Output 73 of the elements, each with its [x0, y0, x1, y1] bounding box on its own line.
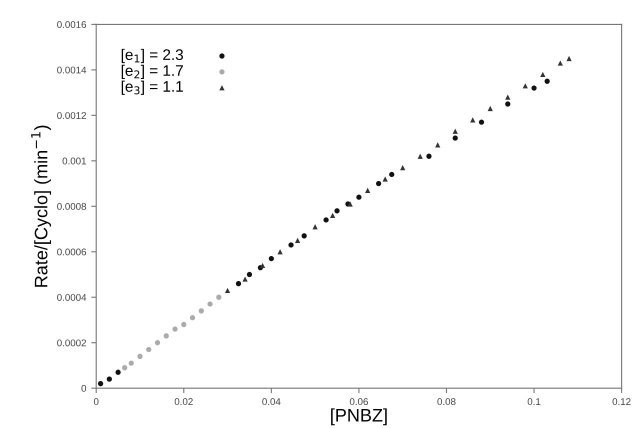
- point: [426, 154, 432, 159]
- legend-label: [e$_{2}$] = 1.7: [122, 64, 183, 79]
- point: [216, 294, 222, 300]
- point: [154, 340, 160, 346]
- point: [242, 276, 248, 282]
- y-axis-title: Rate/[Cyclo] (min$^{−1}$): [31, 126, 52, 287]
- point: [236, 281, 242, 286]
- point: [207, 301, 213, 307]
- x-tick-label: 0.12: [612, 398, 631, 406]
- point: [470, 117, 476, 122]
- y-tick-label: 0.0004: [57, 294, 86, 301]
- x-tick-label: 0.04: [262, 398, 281, 406]
- point: [106, 376, 112, 382]
- point: [128, 360, 134, 366]
- point: [522, 83, 528, 88]
- point: [190, 315, 196, 320]
- x-tick-label: 0: [94, 398, 99, 406]
- point: [260, 262, 266, 268]
- point: [116, 370, 121, 375]
- point: [278, 249, 283, 254]
- point: [400, 165, 406, 170]
- point: [224, 288, 230, 294]
- x-tick-label: 0.08: [437, 398, 456, 406]
- point: [172, 326, 178, 332]
- y-tick-label: 0: [81, 384, 86, 392]
- point: [376, 180, 382, 186]
- point: [288, 242, 294, 248]
- x-tick-label: 0.1: [528, 398, 540, 406]
- point: [540, 72, 546, 78]
- point: [531, 85, 537, 91]
- point: [505, 94, 510, 100]
- point: [181, 322, 186, 328]
- point: [312, 224, 318, 230]
- point: [488, 106, 493, 112]
- point: [295, 238, 300, 243]
- point: [478, 120, 484, 125]
- y-tick-label: 0.001: [62, 158, 86, 164]
- x-axis-title: [PNBZ]: [331, 408, 387, 426]
- point: [566, 56, 572, 62]
- y-tick-label: 0.0006: [57, 248, 86, 256]
- legend-label: [e$_{1}$] = 2.3: [122, 48, 183, 64]
- point: [365, 188, 370, 193]
- point: [302, 233, 307, 238]
- y-tick-label: 0.0002: [57, 339, 86, 346]
- point: [348, 201, 353, 207]
- x-tick-label: 0.02: [174, 398, 193, 406]
- point: [137, 354, 143, 359]
- x-tick-label: 0.06: [350, 398, 368, 406]
- point: [544, 78, 550, 84]
- point: [323, 217, 329, 223]
- point: [164, 333, 169, 338]
- point: [558, 60, 563, 66]
- point: [334, 208, 340, 214]
- point: [452, 128, 458, 134]
- y-tick-label: 0.0014: [57, 66, 86, 74]
- point: [122, 365, 128, 370]
- y-tick-label: 0.0012: [57, 112, 86, 119]
- y-tick-label: 0.0016: [57, 21, 86, 28]
- point: [246, 272, 252, 278]
- point: [198, 308, 204, 314]
- point: [389, 172, 394, 178]
- point: [330, 212, 336, 218]
- point: [452, 135, 458, 141]
- point: [268, 256, 274, 262]
- point: [505, 101, 510, 107]
- point: [356, 194, 362, 200]
- point: [98, 381, 104, 386]
- point: [435, 142, 440, 148]
- legend-label: [e$_{3}$] = 1.1: [122, 80, 183, 95]
- point: [382, 176, 388, 182]
- y-tick-label: 0.0008: [57, 203, 86, 210]
- point: [418, 154, 423, 159]
- point: [146, 346, 152, 352]
